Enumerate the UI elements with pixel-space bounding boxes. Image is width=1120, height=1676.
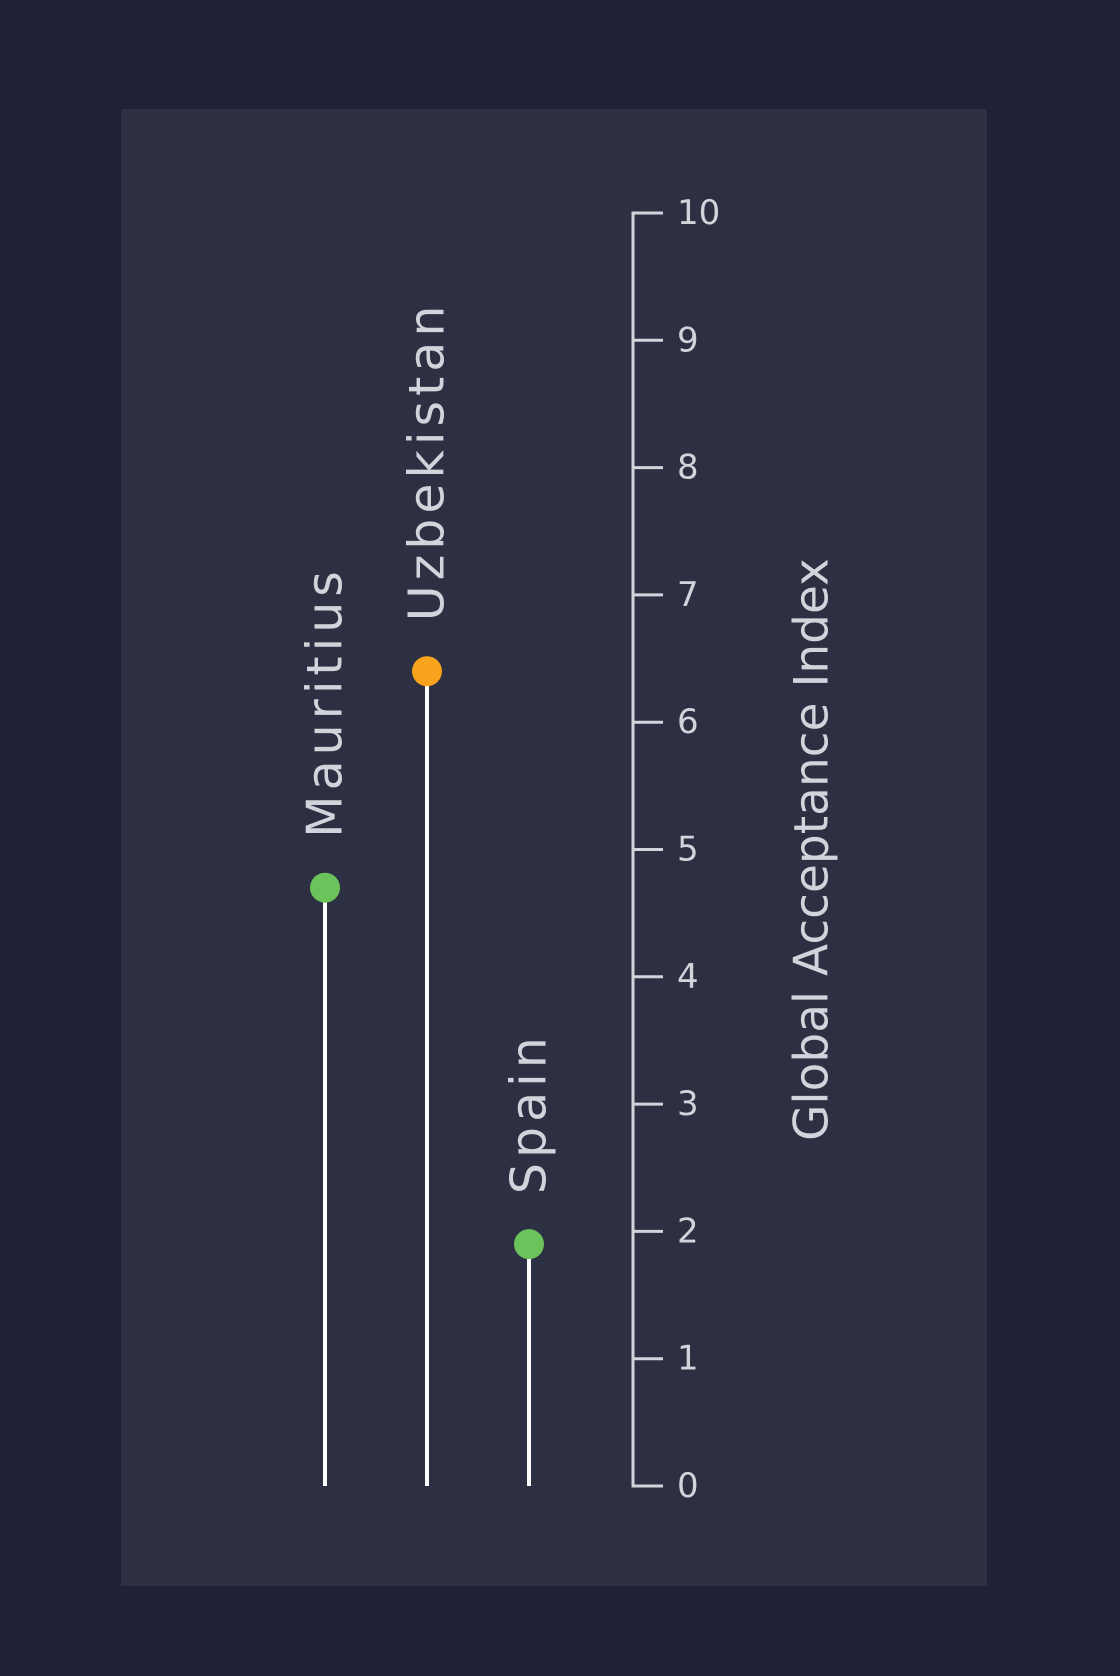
y-tick-label: 2 bbox=[677, 1211, 699, 1251]
chart-panel bbox=[121, 109, 987, 1586]
category-label: Spain bbox=[501, 1032, 558, 1194]
category-label: Uzbekistan bbox=[399, 301, 456, 622]
y-tick-label: 0 bbox=[677, 1466, 699, 1506]
lollipop-point bbox=[412, 656, 442, 687]
y-tick-label: 1 bbox=[677, 1339, 699, 1379]
y-tick-label: 10 bbox=[677, 193, 720, 233]
y-tick-label: 9 bbox=[677, 320, 699, 360]
y-tick-label: 4 bbox=[677, 957, 699, 997]
y-tick-label: 3 bbox=[677, 1084, 699, 1124]
y-tick-label: 7 bbox=[677, 575, 699, 615]
y-tick-label: 8 bbox=[677, 448, 699, 488]
lollipop-point bbox=[310, 872, 340, 903]
category-label: Mauritius bbox=[297, 566, 354, 838]
y-tick-label: 5 bbox=[677, 830, 699, 870]
lollipop-point bbox=[514, 1229, 544, 1260]
y-axis-title: Global Acceptance Index bbox=[785, 558, 840, 1141]
y-tick-label: 6 bbox=[677, 702, 699, 742]
